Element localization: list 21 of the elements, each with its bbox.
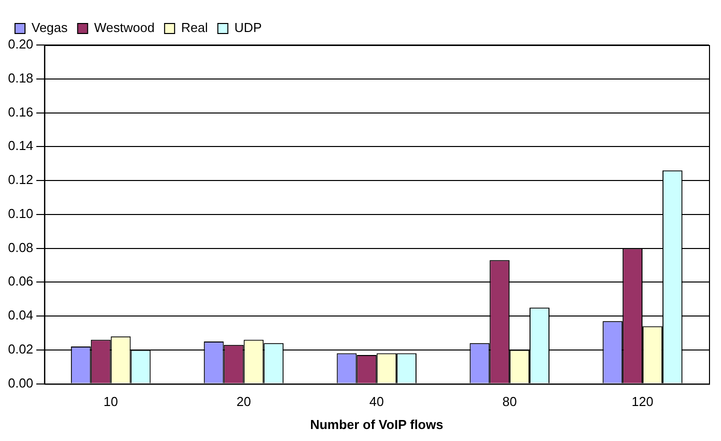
x-tick-label: 10 — [104, 394, 118, 410]
y-tick-label: 0.08 — [8, 240, 34, 255]
y-tick-label: 0.16 — [8, 104, 34, 120]
y-tick-label: 0.00 — [8, 375, 34, 390]
x-tick-label: 40 — [369, 394, 384, 410]
y-tick-label: 0.06 — [8, 274, 34, 289]
legend-label: Real — [181, 20, 208, 36]
y-tick-label: 0.18 — [8, 70, 34, 86]
y-tick-label: 0.20 — [8, 36, 34, 52]
y-tick-label: 0.12 — [8, 172, 34, 188]
x-axis-title: Number of VoIP flows — [310, 416, 444, 432]
legend-label: Westwood — [94, 20, 155, 36]
legend-label: Vegas — [32, 20, 68, 36]
x-tick-label: 80 — [502, 394, 517, 410]
y-tick-label: 0.02 — [8, 342, 34, 356]
y-tick-label: 0.14 — [8, 138, 34, 154]
legend-label: UDP — [234, 20, 262, 36]
y-tick-label: 0.04 — [8, 308, 34, 323]
x-tick-label: 20 — [236, 394, 251, 410]
x-tick-label: 120 — [632, 394, 654, 410]
y-tick-label: 0.10 — [8, 206, 34, 221]
